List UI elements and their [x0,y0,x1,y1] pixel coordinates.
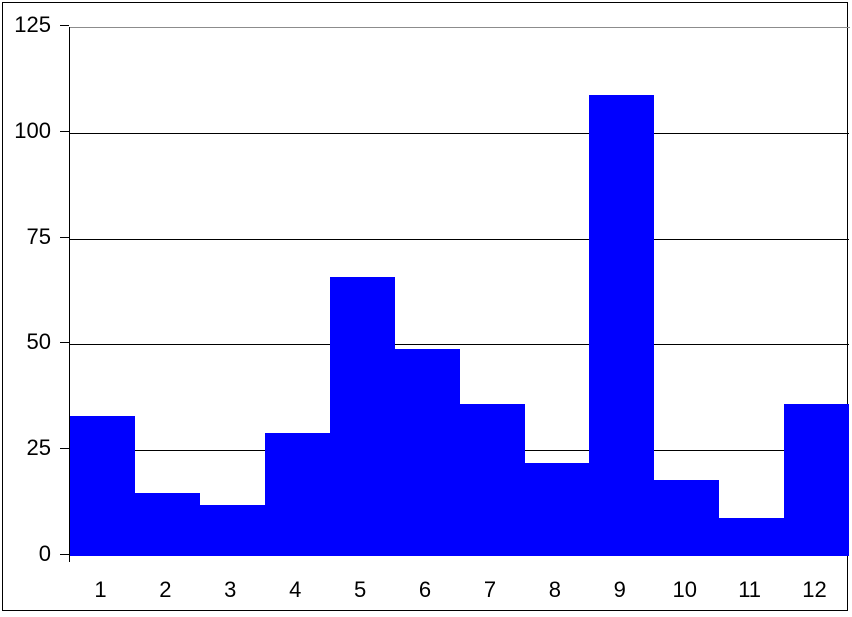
gridline-y-50 [69,344,849,346]
y-tick-label-25: 25 [26,435,51,461]
y-tick-label-75: 75 [26,223,51,249]
x-category-label-9: 9 [613,577,626,602]
y-tick-label-0: 0 [38,541,51,566]
plot-area [69,27,850,556]
bar-10 [654,479,720,556]
bar-12 [784,403,850,556]
y-tick-50 [60,342,69,344]
bar-4 [264,433,330,556]
x-category-label-7: 7 [483,577,497,602]
y-tick-0 [60,554,69,555]
y-tick-125 [60,25,69,26]
x-category-label-2: 2 [159,577,172,602]
gridline-y-100 [69,132,849,134]
x-category-label-8: 8 [548,577,561,602]
x-category-label-12: 12 [802,577,827,602]
bar-3 [199,505,265,556]
y-tick-label-50: 50 [26,329,51,355]
bar-7 [459,403,525,556]
x-category-label-3: 3 [224,577,237,602]
bar-9 [589,94,655,556]
y-tick-75 [60,236,69,238]
x-category-label-5: 5 [354,577,367,602]
bar-5 [329,276,395,556]
gridline-y-75 [69,238,849,240]
bar-1 [70,416,135,556]
y-tick-100 [60,130,69,132]
bar-2 [134,492,200,556]
y-axis-line [69,27,70,562]
x-category-label-1: 1 [94,577,107,602]
x-category-label-11: 11 [738,577,762,602]
x-category-label-6: 6 [418,577,432,602]
y-tick-label-100: 100 [14,117,51,143]
x-category-label-10: 10 [672,577,697,602]
plot-top-border [69,27,850,28]
bar-8 [524,462,590,556]
y-tick-25 [60,448,69,450]
x-category-label-4: 4 [289,577,302,602]
bar-6 [394,348,460,556]
y-tick-label-125: 125 [14,12,51,37]
bar-11 [719,517,785,556]
